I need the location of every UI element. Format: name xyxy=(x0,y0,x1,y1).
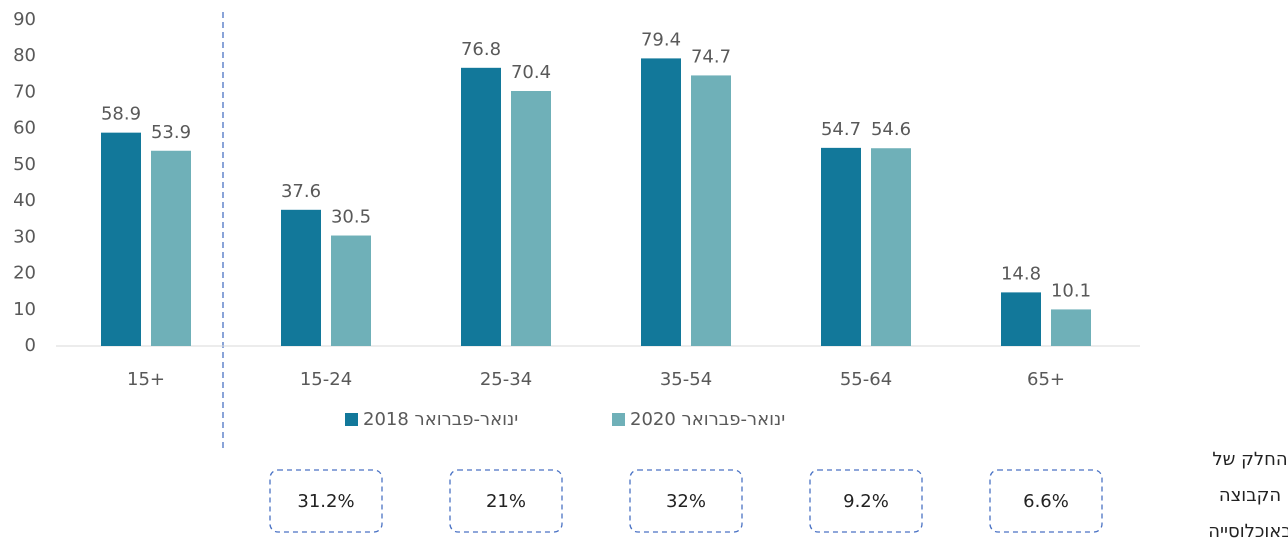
bar xyxy=(151,150,191,346)
data-label: 54.7 xyxy=(821,119,861,140)
bar xyxy=(641,58,681,346)
y-tick-label: 10 xyxy=(13,299,36,320)
bar xyxy=(101,132,141,346)
data-label: 10.1 xyxy=(1051,280,1091,301)
y-tick-label: 90 xyxy=(13,9,36,30)
share-label: 9.2% xyxy=(843,491,889,512)
data-label: 30.5 xyxy=(331,207,371,228)
y-tick-label: 70 xyxy=(13,81,36,102)
bar xyxy=(331,235,371,346)
y-tick-label: 60 xyxy=(13,118,36,139)
data-label: 53.9 xyxy=(151,122,191,143)
bar xyxy=(1051,309,1091,346)
share-box xyxy=(449,469,563,533)
y-tick-label: 30 xyxy=(13,226,36,247)
data-label: 76.8 xyxy=(461,39,501,60)
y-tick-label: 40 xyxy=(13,190,36,211)
data-label: 74.7 xyxy=(691,46,731,67)
x-tick-label: 25-34 xyxy=(480,369,532,390)
data-label: 79.4 xyxy=(641,29,681,50)
bar xyxy=(461,67,501,347)
bar xyxy=(691,75,731,347)
data-label: 14.8 xyxy=(1001,263,1041,284)
legend-swatch xyxy=(345,413,358,426)
y-tick-label: 80 xyxy=(13,45,36,66)
share-label: 6.6% xyxy=(1023,491,1069,512)
share-box xyxy=(269,469,383,533)
x-tick-label: 15-24 xyxy=(300,369,352,390)
data-label: 37.6 xyxy=(281,181,321,202)
bar xyxy=(511,90,551,347)
legend-swatch xyxy=(612,413,625,426)
share-title: באוכלוסייה xyxy=(1208,521,1288,541)
bar xyxy=(821,147,861,346)
x-tick-label: 65+ xyxy=(1027,369,1065,390)
legend-label: ינואר-פברואר 2020 xyxy=(630,409,785,430)
bar xyxy=(281,209,321,346)
y-tick-label: 50 xyxy=(13,154,36,175)
x-tick-label: 15+ xyxy=(127,369,165,390)
y-tick-label: 20 xyxy=(13,263,36,284)
x-tick-label: 55-64 xyxy=(840,369,892,390)
share-label: 21% xyxy=(486,491,526,512)
legend-label: ינואר-פברואר 2018 xyxy=(363,409,518,430)
share-label: 31.2% xyxy=(297,491,354,512)
share-title: הקבוצה xyxy=(1219,485,1281,506)
data-label: 54.6 xyxy=(871,119,911,140)
y-tick-label: 0 xyxy=(25,335,36,356)
data-label: 70.4 xyxy=(511,62,551,83)
share-box xyxy=(629,469,743,533)
share-title: החלק של xyxy=(1212,449,1287,470)
data-label: 58.9 xyxy=(101,104,141,125)
share-label: 32% xyxy=(666,491,706,512)
share-box xyxy=(809,469,923,533)
bar xyxy=(1001,292,1041,346)
share-box xyxy=(989,469,1103,533)
x-tick-label: 35-54 xyxy=(660,369,712,390)
bar xyxy=(871,148,911,346)
